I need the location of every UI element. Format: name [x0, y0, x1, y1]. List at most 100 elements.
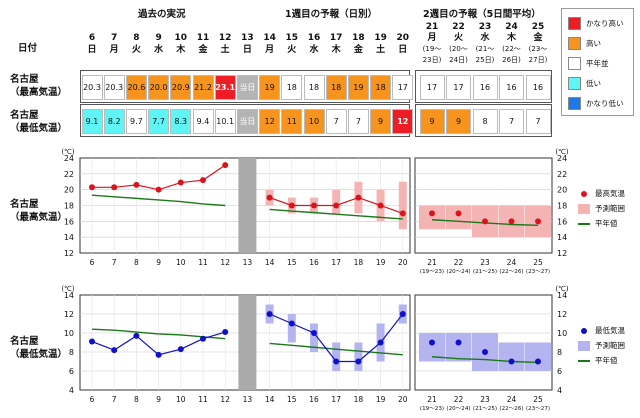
min-week2-point — [482, 349, 488, 355]
weekday: 水 — [154, 45, 164, 55]
min-ytick-right: 12 — [557, 310, 567, 319]
weekday: 火 — [131, 45, 141, 55]
date-label: 日付 — [18, 43, 38, 54]
max-ytick-right: 24 — [557, 154, 567, 163]
min-range-bar — [332, 342, 341, 371]
min-xtick: 7 — [112, 395, 117, 404]
max-normal-line-week1 — [269, 208, 403, 220]
table-cell: 18 — [325, 75, 347, 100]
max-legend-label-normal: 平年値 — [595, 219, 618, 228]
day-header-20: 20 日 — [392, 32, 414, 56]
min-xtick: 9 — [156, 395, 161, 404]
max-xtick-week2: 25 — [533, 258, 543, 267]
min-temp-daily-table: 9.1 8.2 9.7 7.7 8.3 9.4 10.1 当日 12 11 10 7 7 9 12 — [80, 104, 414, 137]
max-unit-left: (℃) — [61, 148, 75, 156]
max-xtick: 11 — [198, 258, 208, 267]
table-cell: 20.6 — [125, 75, 147, 100]
max-legend-item-range: 予測範囲 — [578, 201, 625, 216]
min-week2-point — [535, 358, 541, 365]
table-cell: 10 — [303, 109, 325, 134]
max-ytick-left: 18 — [64, 202, 74, 211]
period-range: (22～ 26日) — [502, 45, 521, 64]
max-range-bar — [398, 181, 407, 230]
table-cell: 9.4 — [192, 109, 214, 134]
min-xtick-week2: 24 — [507, 395, 517, 404]
max-observed-point — [222, 162, 229, 169]
min-observed-point — [111, 347, 118, 354]
max-legend-item-obs: 最高気温 — [578, 186, 625, 201]
table-cell: 10.1 — [214, 109, 236, 134]
min-xtick: 20 — [398, 395, 408, 404]
green-line-icon — [578, 222, 590, 225]
weekday: 木 — [331, 45, 341, 55]
day-number: 17 — [329, 33, 343, 43]
table-cell: 16 — [525, 75, 551, 100]
min-xtick: 18 — [354, 395, 364, 404]
day-number: 7 — [111, 33, 118, 43]
max-forecast-point — [399, 210, 406, 217]
min-week2-point — [429, 339, 435, 346]
min-legend-label-range: 予測範囲 — [595, 341, 625, 350]
max-forecast-point — [333, 202, 340, 209]
min-unit-left: (℃) — [61, 285, 75, 293]
min-xtick-week2: 25 — [533, 395, 543, 404]
min-observed-point — [200, 335, 206, 342]
min-temp-row-label: 名古屋 （最低気温） — [10, 109, 67, 135]
weekday: 金 — [198, 45, 208, 55]
table-cell: 9.1 — [81, 109, 103, 134]
table-cell: 12 — [392, 109, 414, 134]
max-xtick: 16 — [309, 258, 319, 267]
table-cell: 18 — [303, 75, 325, 100]
weekday: 日 — [398, 45, 408, 55]
weekday: 火 — [287, 45, 297, 55]
min-legend-label-obs: 最低気温 — [595, 326, 625, 335]
max-xtick: 13 — [243, 258, 253, 267]
day-number: 24 — [505, 22, 518, 32]
table-cell: 9 — [419, 109, 445, 134]
table-cell: 16 — [499, 75, 524, 100]
max-week2-point — [508, 218, 515, 225]
swatch-icon — [568, 56, 581, 70]
max-normal-line-past — [91, 194, 226, 207]
min-xtick: 12 — [220, 395, 230, 404]
max-week2-point — [429, 210, 435, 217]
day-number: 13 — [241, 33, 254, 43]
min-ytick-left: 12 — [64, 310, 74, 319]
max-legend-item-normal: 平年値 — [578, 216, 625, 231]
weekday: 金 — [353, 45, 363, 55]
max-ytick-right: 22 — [557, 170, 567, 179]
max-xtick: 8 — [134, 258, 139, 267]
min-week2-point — [508, 358, 515, 365]
category-legend-item-verylow: かなり低い — [568, 95, 624, 111]
max-xtick: 10 — [176, 258, 186, 267]
day-header-19: 19 土 — [370, 32, 392, 56]
min-xtick-week2: 22 — [454, 395, 464, 404]
max-chart-row-label-text: 名古屋 （最高気温） — [10, 199, 68, 223]
day-header-13: 13 日 — [236, 32, 258, 56]
table-cell: 23.1 — [214, 75, 236, 100]
max-range-box — [445, 205, 472, 230]
min-ytick-right: 8 — [557, 348, 562, 357]
day-number: 19 — [374, 33, 387, 43]
min-temp-row-label-text: 名古屋 （最低気温） — [10, 110, 68, 134]
table-cell: 7.7 — [148, 109, 170, 134]
day-number: 16 — [307, 33, 321, 43]
week2-header-24: 24 木 (22～ 26日) — [499, 22, 525, 66]
max-ytick-right: 16 — [557, 217, 567, 226]
min-ytick-left: 14 — [64, 291, 74, 300]
weekday: 日 — [87, 45, 97, 55]
category-legend-item-low: 低い — [568, 75, 601, 91]
max-observed-point — [155, 186, 162, 193]
max-temp-row-label-text: 名古屋 （最高気温） — [10, 74, 68, 98]
max-observed-point — [111, 184, 118, 191]
max-xtick: 9 — [156, 258, 161, 267]
min-ytick-right: 4 — [557, 386, 562, 395]
max-xtick: 20 — [398, 258, 408, 267]
swatch-icon — [568, 96, 581, 110]
category-legend-label: かなり高い — [586, 18, 624, 28]
max-ytick-left: 16 — [64, 217, 74, 226]
max-ytick-left: 22 — [64, 170, 74, 179]
min-forecast-point — [311, 330, 317, 336]
